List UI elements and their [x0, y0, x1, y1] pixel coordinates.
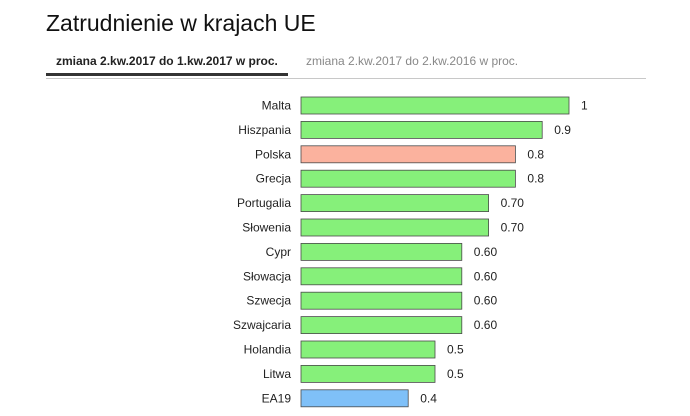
category-label: Szwajcaria [233, 318, 291, 332]
value-label: 0.60 [474, 318, 498, 332]
value-label: 0.5 [447, 367, 464, 381]
category-label: Hiszpania [238, 123, 291, 137]
bar[interactable] [300, 145, 516, 164]
bar[interactable] [300, 340, 436, 359]
bar[interactable] [300, 364, 436, 383]
value-label: 0.60 [474, 269, 498, 283]
category-label: Grecja [256, 172, 292, 186]
value-label: 1 [581, 99, 588, 113]
bar[interactable] [300, 316, 463, 335]
bar[interactable] [300, 194, 490, 213]
category-label: Litwa [263, 367, 291, 381]
bar[interactable] [300, 169, 516, 188]
category-label: Portugalia [237, 196, 291, 210]
category-label: Malta [262, 99, 292, 113]
value-label: 0.9 [554, 123, 571, 137]
tab-yearly-change[interactable]: zmiana 2.kw.2017 do 2.kw.2016 w proc. [306, 54, 519, 68]
bar[interactable] [300, 121, 543, 139]
category-label: Słowacja [243, 269, 291, 283]
value-label: 0.70 [501, 221, 525, 235]
value-label: 0.60 [474, 245, 498, 259]
tab-quarterly-change[interactable]: zmiana 2.kw.2017 do 1.kw.2017 w proc. [46, 52, 288, 76]
category-label: Cypr [266, 245, 291, 259]
bar[interactable] [300, 291, 463, 310]
value-label: 0.60 [474, 294, 498, 308]
bar[interactable] [300, 267, 463, 286]
category-label: Polska [255, 147, 291, 161]
bar[interactable] [300, 242, 463, 261]
bar[interactable] [300, 218, 490, 237]
value-label: 0.8 [527, 147, 544, 161]
category-label: EA19 [262, 391, 292, 405]
value-label: 0.4 [420, 391, 437, 405]
value-label: 0.70 [501, 196, 525, 210]
value-label: 0.8 [527, 172, 544, 186]
tab-bar: zmiana 2.kw.2017 do 1.kw.2017 w proc. zm… [46, 52, 646, 79]
category-label: Słowenia [242, 221, 291, 235]
bar[interactable] [300, 389, 409, 408]
chart-title: Zatrudnienie w krajach UE [46, 10, 316, 36]
category-label: Holandia [244, 343, 292, 357]
bar[interactable] [300, 96, 570, 115]
category-label: Szwecja [246, 294, 291, 308]
value-label: 0.5 [447, 343, 464, 357]
